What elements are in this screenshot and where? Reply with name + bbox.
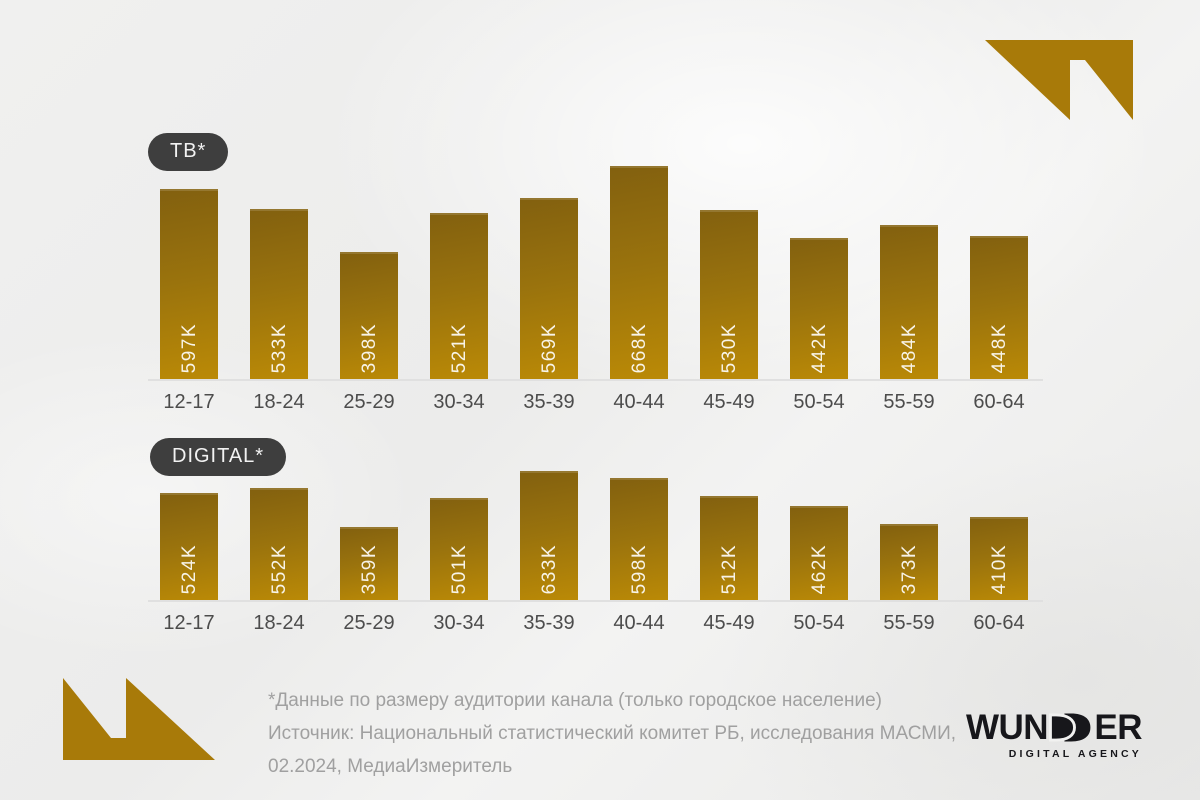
bar-value-label: 448K [988, 322, 1010, 373]
bar-18-24: 533K [250, 209, 308, 380]
axis-category-label: 25-29 [343, 391, 395, 413]
logo-wordmark: WUN ER [966, 710, 1142, 745]
bar-value-label: 521K [448, 322, 470, 373]
bar-value-label: 359K [358, 543, 380, 594]
bar-value-label: 668K [628, 322, 650, 373]
bars-row: 597K 533K 398K 521K 569K 668K 530K 442K 484K 448K [160, 166, 1028, 380]
bar-50-54: 462K [790, 506, 848, 601]
bar-40-44: 668K [610, 166, 668, 380]
axis-category-label: 40-44 [613, 612, 665, 634]
bar-25-29: 359K [340, 527, 398, 601]
bar-35-39: 633K [520, 471, 578, 601]
bar-value-label: 501K [448, 543, 470, 594]
axis-category-label: 25-29 [343, 612, 395, 634]
axis-category-label: 50-54 [793, 612, 845, 634]
axis-category-label: 45-49 [703, 612, 755, 634]
bar-value-label: 524K [178, 543, 200, 594]
axis-category-label: 35-39 [523, 612, 575, 634]
bar-45-49: 530K [700, 210, 758, 380]
bar-12-17: 524K [160, 493, 218, 601]
logo-wordmark-prefix: WUN [966, 708, 1049, 747]
logo-wordmark-suffix: ER [1094, 708, 1142, 747]
footnote: *Данные по размеру аудитории канала (тол… [268, 684, 956, 783]
bar-60-64: 448K [970, 236, 1028, 380]
bar-40-44: 598K [610, 478, 668, 601]
bar-55-59: 484K [880, 225, 938, 380]
axis-baseline [148, 379, 1043, 381]
axis-category-label: 50-54 [793, 391, 845, 413]
axis-category-label: 60-64 [973, 612, 1025, 634]
axis-category-label: 18-24 [253, 612, 305, 634]
bar-value-label: 569K [538, 322, 560, 373]
bar-45-49: 512K [700, 496, 758, 601]
axis-category-label: 60-64 [973, 391, 1025, 413]
bar-value-label: 484K [898, 322, 920, 373]
bar-value-label: 633K [538, 543, 560, 594]
axis-category-label: 55-59 [883, 391, 935, 413]
axis-category-label: 12-17 [163, 391, 215, 413]
gold-arrow-bottom-left [63, 678, 215, 760]
bar-value-label: 533K [268, 322, 290, 373]
bar-value-label: 373K [898, 543, 920, 594]
bar-55-59: 373K [880, 524, 938, 601]
bar-value-label: 530K [718, 322, 740, 373]
bar-value-label: 512K [718, 543, 740, 594]
bar-value-label: 597K [178, 322, 200, 373]
axis-category-label: 40-44 [613, 391, 665, 413]
footnote-line-3: 02.2024, МедиаИзмеритель [268, 756, 513, 777]
axis-category-label: 35-39 [523, 391, 575, 413]
bar-value-label: 462K [808, 543, 830, 594]
axis-category-label: 30-34 [433, 391, 485, 413]
bar-18-24: 552K [250, 488, 308, 601]
bar-30-34: 501K [430, 498, 488, 601]
axis-category-label: 30-34 [433, 612, 485, 634]
bar-60-64: 410K [970, 517, 1028, 601]
bar-25-29: 398K [340, 252, 398, 380]
bar-35-39: 569K [520, 198, 578, 380]
gold-arrow-top-right [985, 40, 1133, 120]
bars-row: 524K 552K 359K 501K 633K 598K 512K 462K 373K 410K [160, 471, 1028, 601]
bar-value-label: 442K [808, 322, 830, 373]
axis-category-label: 18-24 [253, 391, 305, 413]
footnote-line-2: Источник: Национальный статистический ко… [268, 723, 957, 744]
chart-label-pill-digital: DIGITAL* [150, 438, 287, 476]
bar-value-label: 552K [268, 543, 290, 594]
logo-tagline: DIGITAL AGENCY [1008, 748, 1142, 760]
bar-50-54: 442K [790, 238, 848, 380]
logo-wunder: WUN ER DIGITAL AGENCY [966, 710, 1142, 760]
bar-30-34: 521K [430, 213, 488, 380]
axis-category-label: 55-59 [883, 612, 935, 634]
bar-12-17: 597K [160, 189, 218, 380]
logo-double-d-icon [1049, 713, 1091, 742]
bar-value-label: 410K [988, 543, 1010, 594]
bar-value-label: 398K [358, 322, 380, 373]
footnote-line-1: *Данные по размеру аудитории канала (тол… [268, 690, 882, 711]
chart-label-pill-tv: ТВ* [148, 133, 229, 171]
axis-category-label: 12-17 [163, 612, 215, 634]
axis-baseline [148, 600, 1043, 602]
axis-category-label: 45-49 [703, 391, 755, 413]
bar-value-label: 598K [628, 543, 650, 594]
axis-labels-row: 12-17 18-24 25-29 30-34 35-39 40-44 45-49 50-54… [160, 391, 1028, 414]
axis-labels-row: 12-17 18-24 25-29 30-34 35-39 40-44 45-49 50-54… [160, 612, 1028, 635]
